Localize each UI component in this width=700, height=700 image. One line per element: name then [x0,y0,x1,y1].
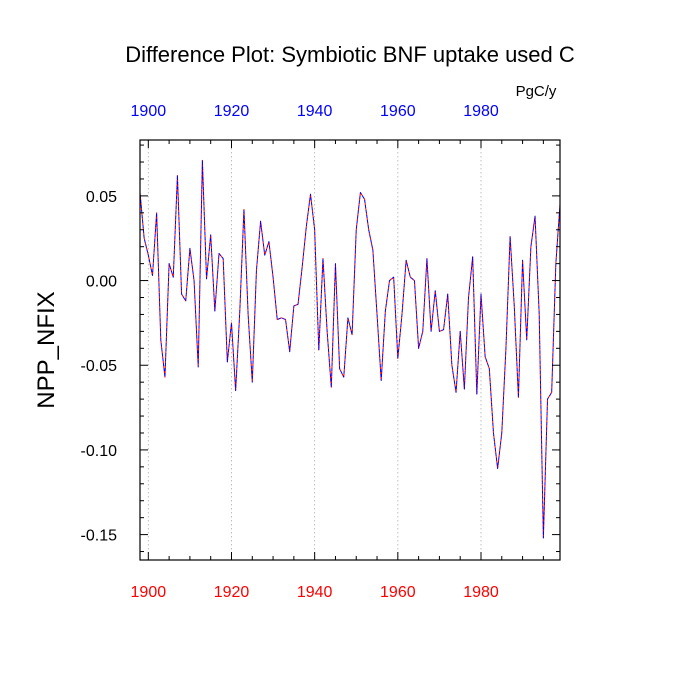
top-x-tick-labels: 1900 1920 1940 1960 1980 [131,103,499,120]
bottom-x-tick-labels: 1900 1920 1940 1960 1980 [131,584,499,601]
bottom-x-tick-label: 1960 [380,584,416,601]
units-label: PgC/y [516,83,557,100]
bottom-x-tick-label: 1940 [297,584,333,601]
series-line-blue-0 [139,159,561,539]
bottom-x-tick-label: 1920 [214,584,250,601]
y-tick-label: -0.05 [81,358,118,375]
y-tick-label: -0.15 [81,528,118,545]
axis-ticks [140,140,560,560]
top-x-tick-label: 1960 [380,103,416,120]
y-tick-label: 0.00 [86,274,117,291]
y-tick-labels: 0.05 0.00 -0.05 -0.10 -0.15 [81,189,118,545]
top-x-tick-label: 1980 [463,103,499,120]
series-layer [139,159,561,539]
series-line-red-0 [139,159,561,539]
top-x-tick-label: 1940 [297,103,333,120]
y-tick-label: -0.10 [81,443,118,460]
top-x-tick-label: 1920 [214,103,250,120]
chart-title: Difference Plot: Symbiotic BNF uptake us… [125,42,575,67]
top-x-tick-label: 1900 [131,103,167,120]
y-tick-label: 0.05 [86,189,117,206]
bottom-x-tick-label: 1980 [463,584,499,601]
bottom-x-tick-label: 1900 [131,584,167,601]
y-axis-title: NPP_NFIX [33,291,60,408]
plot-frame [139,139,561,561]
